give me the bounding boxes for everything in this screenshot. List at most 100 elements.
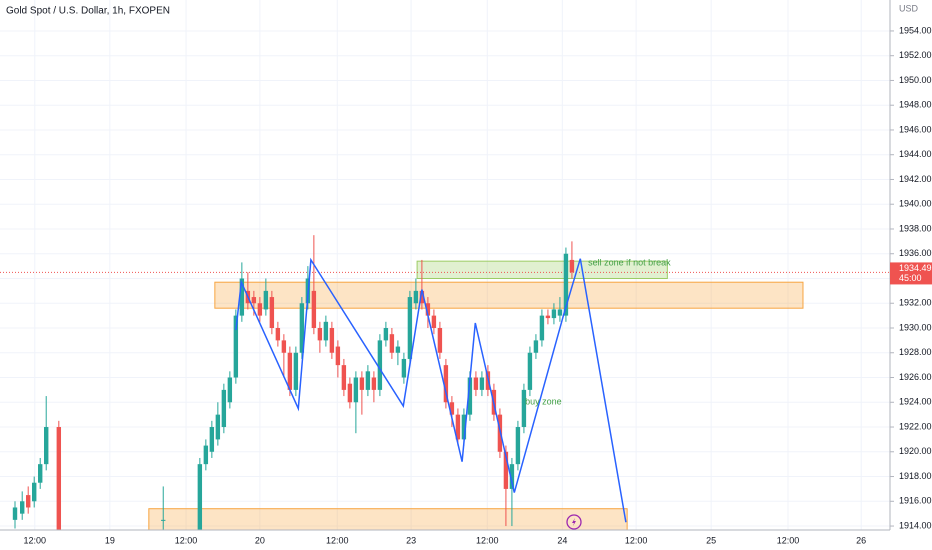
candle-body: [479, 377, 485, 390]
candle-body: [227, 377, 233, 403]
candle-body: [443, 365, 449, 403]
y-tick-label: 1914.00: [899, 520, 932, 530]
candle-body: [209, 427, 215, 452]
candle-body: [359, 377, 365, 390]
x-tick-label: 25: [706, 535, 716, 545]
candle-body: [281, 340, 287, 353]
x-tick-label: 26: [856, 535, 866, 545]
candle-body: [533, 340, 539, 353]
candle-body: [287, 352, 293, 390]
candle-body: [203, 445, 209, 465]
candle-body: [407, 297, 413, 359]
candle-body: [329, 328, 335, 353]
candle-body: [20, 501, 25, 514]
candle-body: [215, 414, 221, 440]
y-tick-label: 1948.00: [899, 100, 932, 110]
candle-body: [251, 297, 257, 304]
last-price-box: [890, 262, 932, 285]
candle-body: [455, 414, 461, 440]
candle-body: [521, 389, 527, 428]
candle-body: [311, 290, 317, 329]
candle-body: [515, 427, 521, 465]
candle-body: [419, 290, 425, 304]
candle-body: [365, 371, 371, 390]
replay-icon[interactable]: [566, 514, 582, 530]
candle-body: [383, 328, 389, 341]
y-tick-label: 1946.00: [899, 124, 932, 134]
candle-body: [437, 328, 443, 353]
candle-body: [26, 495, 31, 508]
y-tick-label: 1926.00: [899, 372, 932, 382]
candle-body: [269, 297, 275, 329]
candle-body: [389, 334, 395, 353]
candle-body: [56, 427, 62, 530]
candle-body: [569, 259, 575, 273]
candle-body: [503, 451, 509, 489]
candle-body: [347, 383, 353, 403]
candle-body: [161, 519, 166, 521]
candle-body: [275, 328, 281, 341]
candle-body: [425, 303, 431, 316]
candle-body: [317, 328, 323, 341]
candle-body: [545, 315, 551, 319]
countdown: 45:00: [899, 273, 922, 283]
candle-body: [299, 303, 305, 353]
candle-body: [38, 464, 43, 483]
candle-body: [239, 278, 245, 316]
y-tick-label: 1924.00: [899, 397, 932, 407]
y-tick-label: 1928.00: [899, 347, 932, 357]
candle-body: [557, 309, 563, 316]
chart-title: Gold Spot / U.S. Dollar, 1h, FXOPEN: [6, 6, 170, 17]
y-tick-label: 1938.00: [899, 223, 932, 233]
y-tick-label: 1954.00: [899, 25, 932, 35]
x-tick-label: 20: [255, 535, 265, 545]
zone: [416, 260, 668, 279]
annotation: buy zone: [525, 397, 562, 407]
y-tick-label: 1916.00: [899, 496, 932, 506]
zone: [148, 508, 628, 531]
y-tick-label: 1950.00: [899, 75, 932, 85]
y-tick-label: 1936.00: [899, 248, 932, 258]
x-tick-label: 12:00: [175, 535, 198, 545]
candle-body: [32, 482, 37, 502]
candle-body: [257, 303, 263, 316]
candle-body: [449, 402, 455, 415]
candle-body: [44, 427, 49, 465]
candle-body: [341, 365, 347, 390]
candle-body: [263, 290, 269, 310]
x-tick-label: 12:00: [777, 535, 800, 545]
candle-body: [197, 464, 203, 530]
y-tick-label: 1944.00: [899, 149, 932, 159]
x-tick-label: 12:00: [326, 535, 349, 545]
annotation: sell zone if not break: [588, 257, 671, 267]
y-tick-label: 1918.00: [899, 471, 932, 481]
x-tick-label: 12:00: [24, 535, 47, 545]
candle-body: [323, 321, 329, 341]
x-tick-label: 23: [406, 535, 416, 545]
candle-body: [221, 389, 227, 428]
candle-body: [413, 290, 419, 304]
candle-body: [395, 346, 401, 353]
trend-path: [235, 257, 627, 523]
y-tick-label: 1930.00: [899, 322, 932, 332]
candle-body: [371, 377, 377, 390]
candle-body: [551, 309, 557, 319]
x-tick-label: 12:00: [625, 535, 648, 545]
candle-body: [473, 377, 479, 390]
candle-body: [431, 315, 437, 329]
candle-body: [335, 346, 341, 366]
candle-body: [563, 253, 569, 316]
icon-bolt: [572, 518, 576, 526]
y-tick-label: 1940.00: [899, 199, 932, 209]
x-tick-label: 24: [557, 535, 567, 545]
plot-area: sell zone if not break buy zone: [0, 235, 890, 531]
candle-body: [377, 340, 383, 390]
candle-body: [293, 352, 299, 390]
candle-body: [233, 315, 239, 378]
candle-body: [527, 352, 533, 390]
x-tick-label: 12:00: [476, 535, 499, 545]
icon-ring: [566, 514, 582, 530]
y-tick-label: 1920.00: [899, 446, 932, 456]
y-tick-label: 1922.00: [899, 421, 932, 431]
